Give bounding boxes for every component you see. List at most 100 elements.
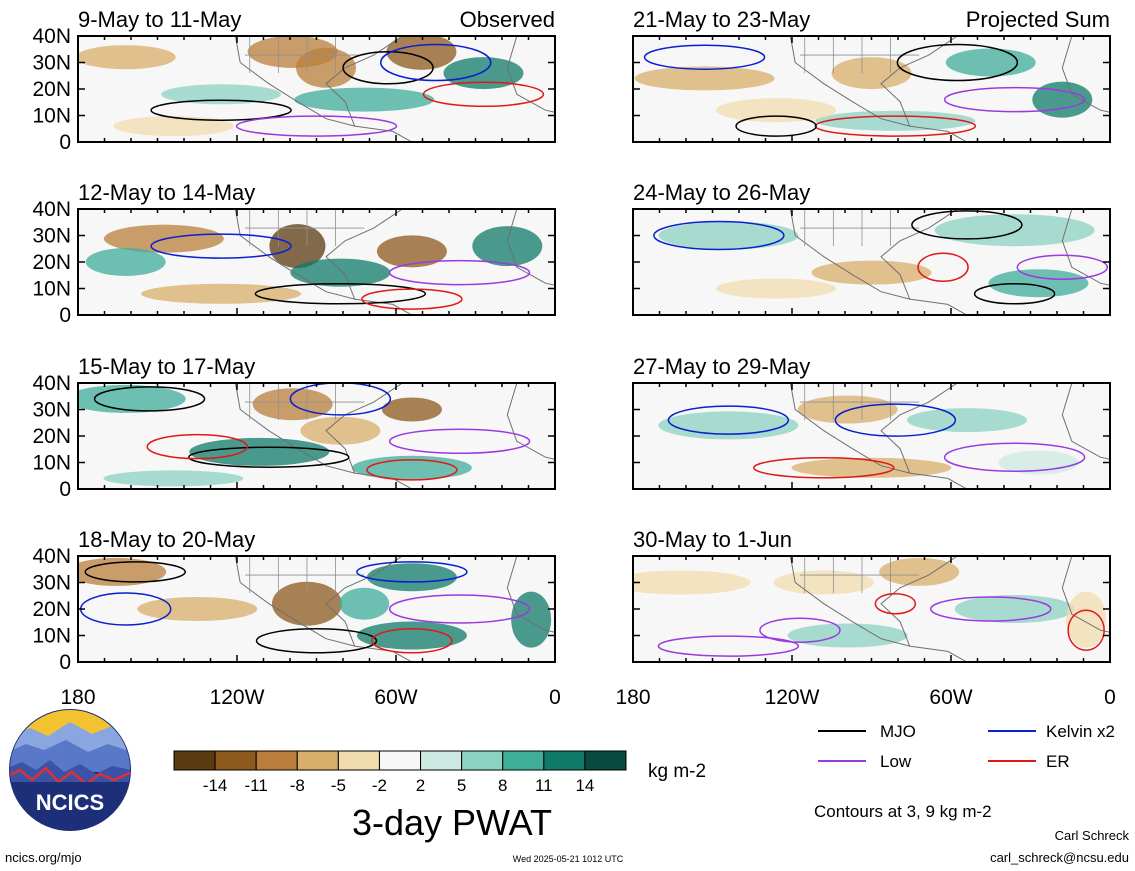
lon-tick-label: 60W	[929, 686, 972, 709]
lat-tick-label: 30N	[32, 572, 71, 595]
pwat-field	[658, 383, 1110, 489]
map-panel: 0 10N 20N 30N 40N 15-May to 17-May	[32, 354, 556, 501]
legend-kelvin-label: Kelvin x2	[1046, 722, 1115, 741]
logo-text: NCICS	[36, 790, 104, 815]
coastline	[506, 36, 555, 113]
map-panel: 24-May to 26-May	[632, 180, 1111, 316]
map-panel: 30-May to 1-Jun	[632, 527, 1111, 663]
coastline	[506, 383, 555, 460]
lat-tick-label: 40N	[32, 25, 71, 48]
lat-tick-label: 20N	[32, 251, 71, 274]
colorbar-swatch	[255, 750, 298, 771]
lat-tick-label: 0	[59, 304, 71, 327]
footer-timestamp: Wed 2025-05-21 1012 UTC	[513, 854, 624, 864]
colorbar-tick-label: -14	[203, 776, 228, 795]
lon-tick-label: 120W	[210, 686, 265, 709]
colorbar-units: kg m-2	[648, 761, 706, 782]
legend-er-label: ER	[1046, 752, 1070, 771]
lat-tick-label: 10N	[32, 452, 71, 475]
coastline	[354, 298, 413, 315]
panel-title: 27-May to 29-May	[633, 354, 810, 379]
panel-title: 24-May to 26-May	[633, 180, 810, 205]
legend-mjo-label: MJO	[880, 722, 916, 741]
lat-tick-label: 40N	[32, 545, 71, 568]
pwat-field	[78, 556, 555, 662]
panel-title: 21-May to 23-May	[633, 7, 810, 32]
lon-tick-label: 180	[615, 686, 650, 709]
lat-tick-label: 20N	[32, 78, 71, 101]
colorbar-swatch	[337, 750, 380, 771]
legend-low-label: Low	[880, 752, 912, 771]
panel-title: 30-May to 1-Jun	[633, 527, 792, 552]
colorbar-swatch	[173, 750, 216, 771]
panel-title: 15-May to 17-May	[78, 354, 255, 379]
coastline	[909, 125, 968, 142]
colorbar: -14 -11 -8 -5 -2 2 5 8 11 14	[173, 750, 627, 795]
panel-title: 18-May to 20-May	[78, 527, 255, 552]
coastline	[909, 472, 968, 489]
coastline	[909, 298, 968, 315]
lat-tick-label: 40N	[32, 372, 71, 395]
panel-title: 9-May to 11-May	[78, 7, 241, 32]
map-panel: 0 10N 20N 30N 40N 12-May to 14-May	[32, 180, 556, 327]
pwat-field	[78, 36, 555, 142]
footer-url: ncics.org/mjo	[5, 850, 82, 865]
lat-tick-label: 10N	[32, 625, 71, 648]
map-panel: 0 10N 20N 30N 40N 9-May to 11-May Observed	[32, 7, 556, 154]
map-panel: 27-May to 29-May	[632, 354, 1111, 490]
coastline	[1061, 36, 1110, 113]
lon-tick-label: 0	[549, 686, 561, 709]
lon-tick-label: 120W	[765, 686, 820, 709]
coastline	[1061, 383, 1110, 460]
coastline	[1061, 209, 1110, 286]
lat-tick-label: 10N	[32, 105, 71, 128]
lat-tick-label: 30N	[32, 52, 71, 75]
coastline	[909, 645, 968, 662]
lat-tick-label: 30N	[32, 225, 71, 248]
map-panel: 0 10N 20N 30N 40N 18-May to 20-May	[32, 527, 556, 674]
lat-tick-label: 10N	[32, 278, 71, 301]
panel-annotation: Observed	[460, 7, 555, 32]
pwat-field	[634, 36, 1110, 142]
pwat-field	[78, 383, 555, 489]
coastline	[506, 209, 555, 286]
colorbar-swatch	[296, 750, 339, 771]
lat-tick-label: 20N	[32, 425, 71, 448]
panel-title: 12-May to 14-May	[78, 180, 255, 205]
lat-tick-label: 0	[59, 651, 71, 674]
ncics-logo: NCICS	[9, 709, 131, 831]
panel-annotation: Projected Sum	[966, 7, 1110, 32]
lat-tick-label: 0	[59, 478, 71, 501]
legend: MJO Kelvin x2 Low ER Contours at 3, 9 kg…	[814, 722, 1115, 821]
colorbar-tick-label: -2	[372, 776, 387, 795]
colorbar-tick-label: 14	[575, 776, 594, 795]
pwat-field	[653, 209, 1110, 315]
lat-tick-label: 40N	[32, 198, 71, 221]
lat-tick-label: 20N	[32, 598, 71, 621]
colorbar-swatch	[502, 750, 545, 771]
colorbar-tick-label: 11	[535, 776, 553, 795]
colorbar-tick-label: 5	[457, 776, 466, 795]
colorbar-swatch	[584, 750, 627, 771]
lat-tick-label: 0	[59, 131, 71, 154]
map-panels: 0 10N 20N 30N 40N 9-May to 11-May Observed 0 10N…	[32, 7, 1111, 674]
colorbar-tick-label: -8	[290, 776, 305, 795]
colorbar-swatch	[378, 750, 422, 771]
pwat-field	[633, 556, 1110, 662]
lon-tick-label: 60W	[374, 686, 417, 709]
colorbar-swatch	[420, 750, 463, 771]
colorbar-tick-label: 2	[416, 776, 425, 795]
author-name: Carl Schreck	[1055, 828, 1130, 843]
colorbar-tick-label: -5	[331, 776, 346, 795]
map-panel: 21-May to 23-May Projected Sum	[632, 7, 1111, 143]
colorbar-swatch	[543, 750, 586, 771]
coastline	[354, 125, 413, 142]
contour-note: Contours at 3, 9 kg m-2	[814, 802, 992, 821]
colorbar-tick-label: -11	[245, 776, 268, 795]
colorbar-swatch	[214, 750, 257, 771]
figure-title: 3-day PWAT	[352, 802, 552, 843]
lat-tick-label: 30N	[32, 399, 71, 422]
lon-tick-label: 180	[60, 686, 95, 709]
longitude-axis: 180 120W 60W 0 180 120W 60W 0	[60, 686, 1115, 709]
